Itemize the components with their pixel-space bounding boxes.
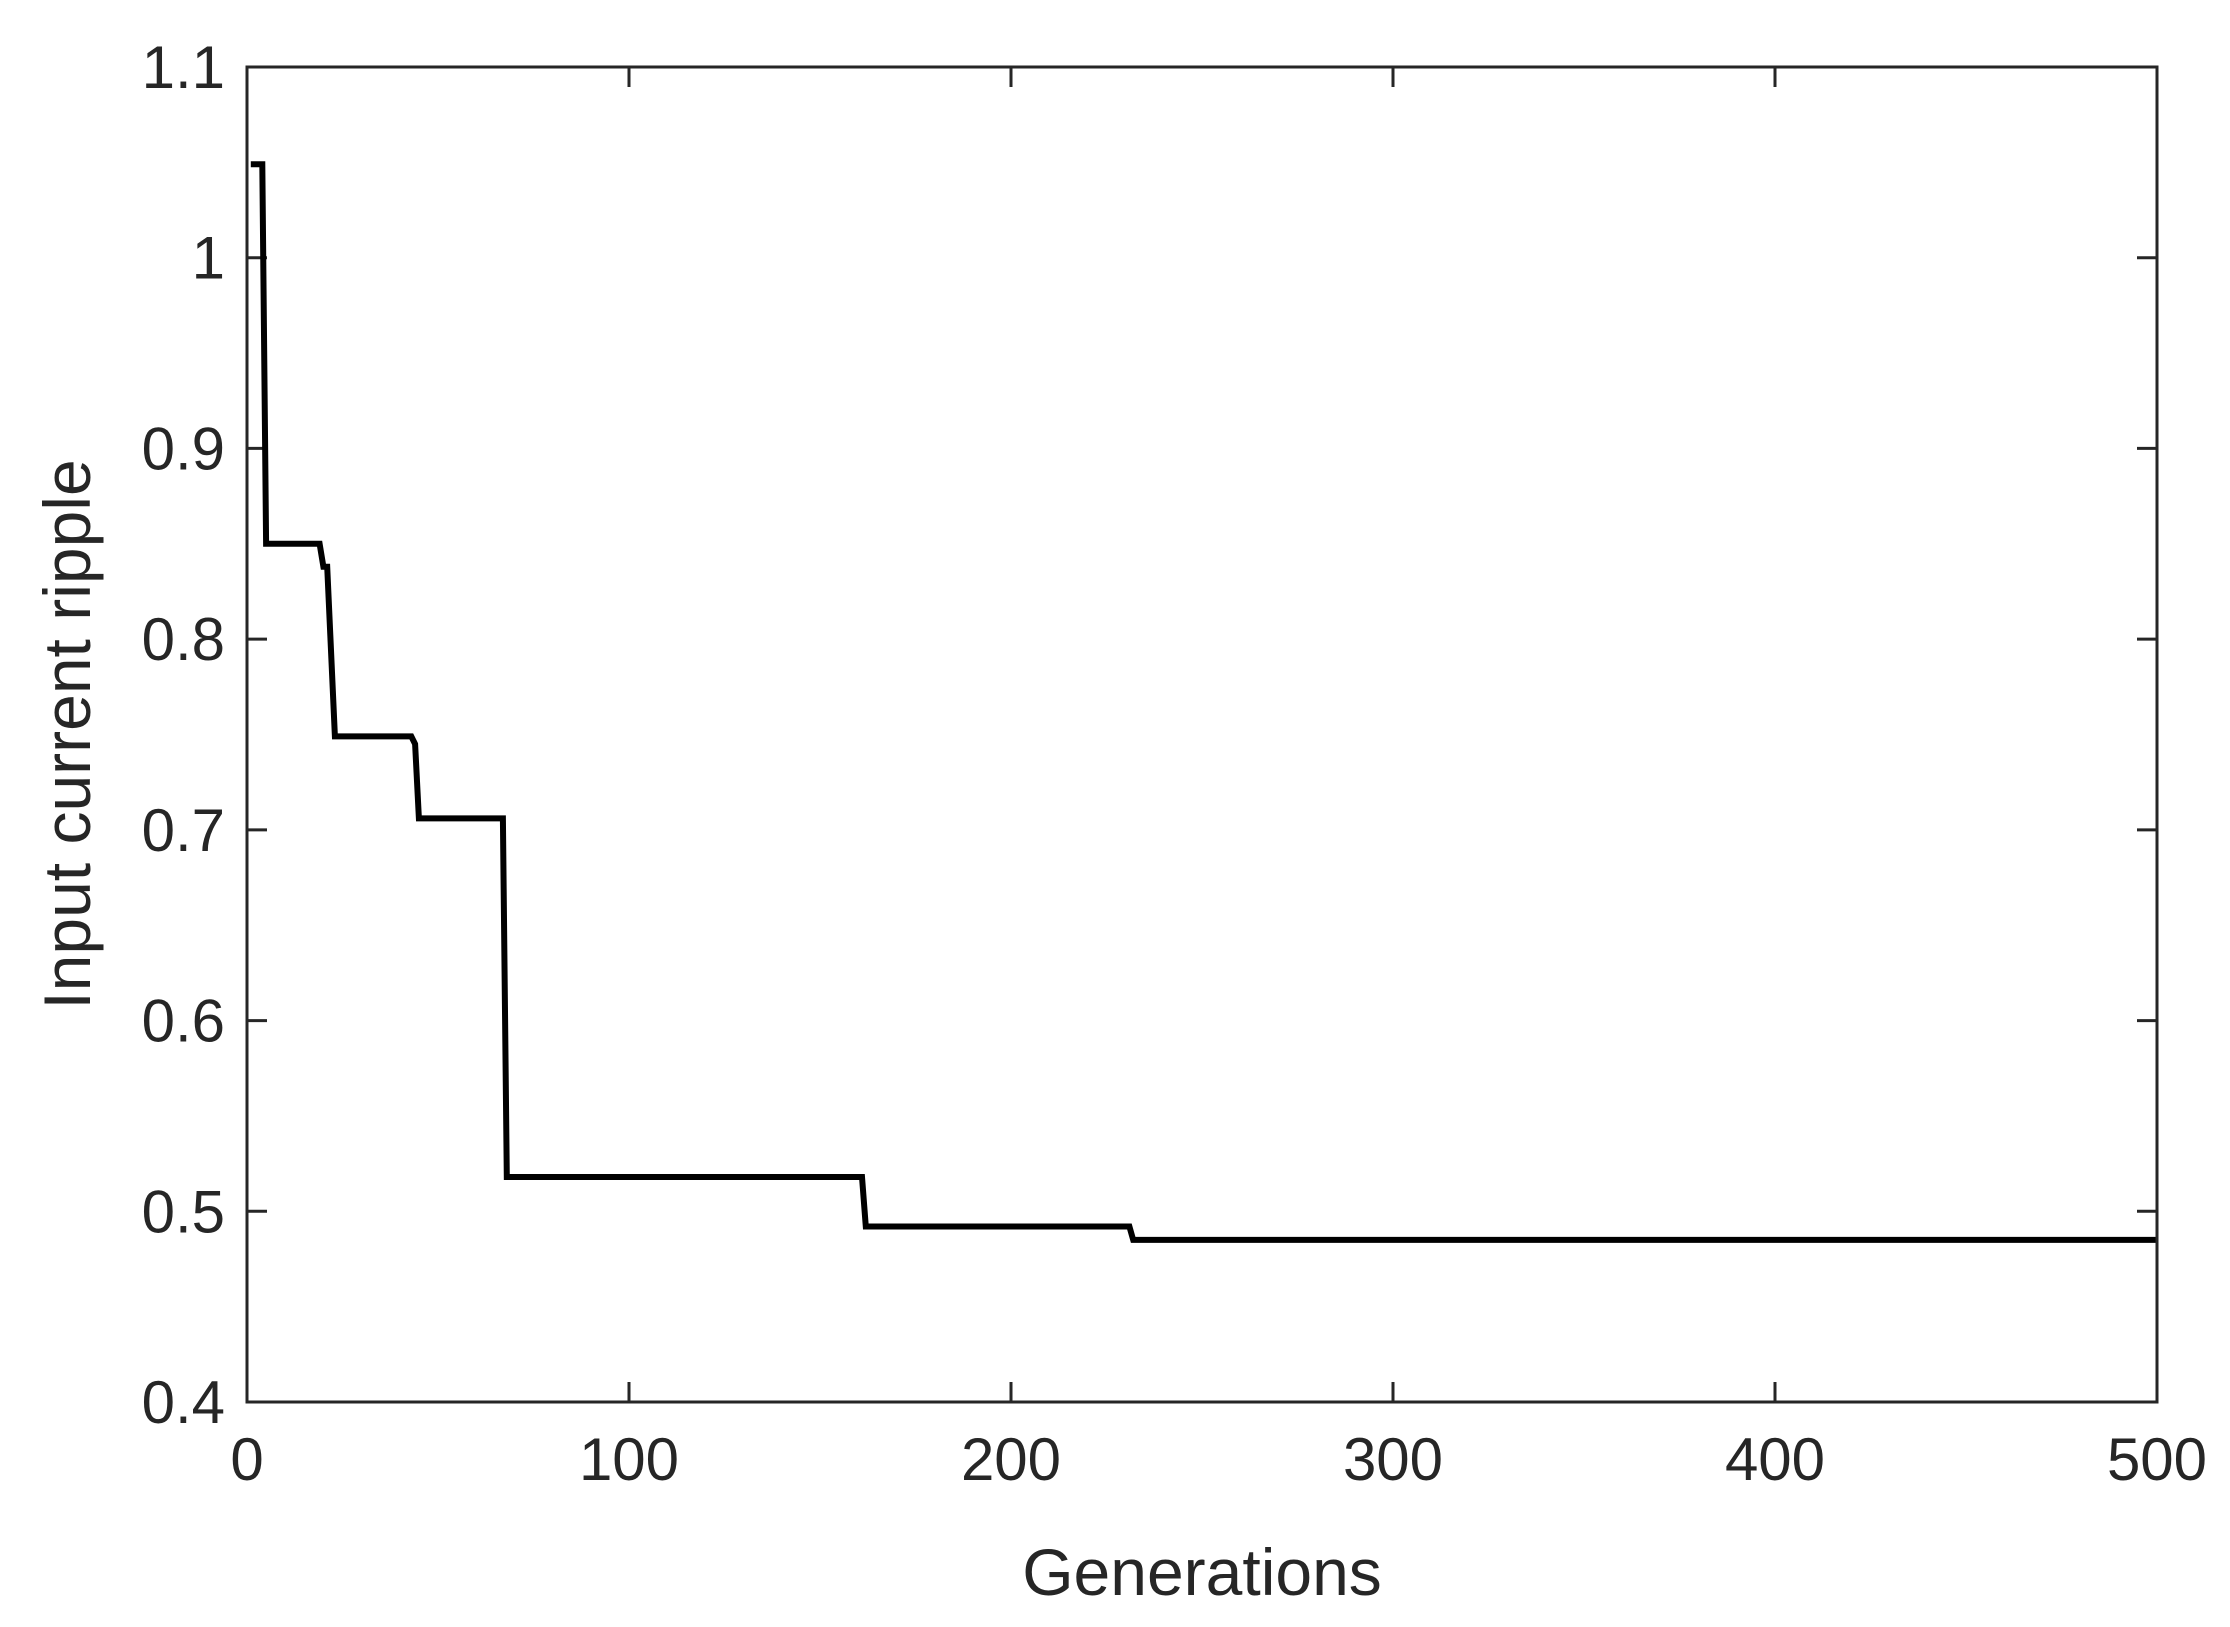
y-tick-label: 1 <box>192 225 225 292</box>
y-tick-label: 0.6 <box>142 988 225 1055</box>
series-layer <box>250 161 2157 1243</box>
y-tick-label: 0.5 <box>142 1178 225 1245</box>
axis-ticks-layer <box>245 65 2159 1404</box>
x-tick-label: 100 <box>579 1426 679 1493</box>
y-tick-label: 0.8 <box>142 606 225 673</box>
x-tick-label: 400 <box>1725 1426 1825 1493</box>
y-tick-label: 0.7 <box>142 797 225 864</box>
x-tick-label: 0 <box>230 1426 263 1493</box>
y-tick-label: 0.9 <box>142 415 225 482</box>
x-tick-label: 200 <box>961 1426 1061 1493</box>
x-axis-label: Generations <box>1022 1535 1382 1609</box>
y-tick-label: 0.4 <box>142 1369 225 1436</box>
series-line <box>250 161 2157 1243</box>
plot-area-frame <box>245 65 2159 1404</box>
y-tick-label: 1.1 <box>142 34 225 101</box>
x-tick-label: 500 <box>2107 1426 2207 1493</box>
tick-labels-layer: 0 100 200 300 400 500 0.4 0.5 0.6 0.7 0.8 0.9 1 1.1 <box>142 34 2207 1493</box>
y-axis-label: Input current ripple <box>30 459 104 1009</box>
x-tick-label: 300 <box>1343 1426 1443 1493</box>
